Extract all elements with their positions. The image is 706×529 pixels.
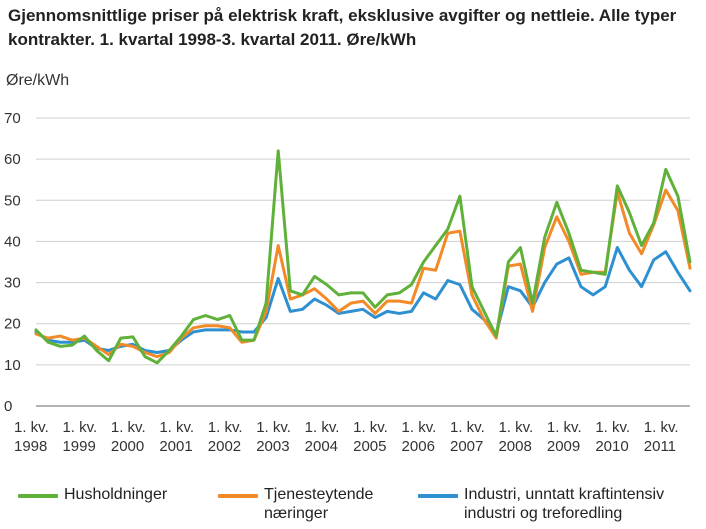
series-line-2 — [34, 246, 692, 355]
x-tick-label: 1. kv. 1998 — [14, 419, 49, 455]
legend-item: Industri, unntatt kraftintensiv industri… — [418, 485, 664, 523]
chart-legend: Husholdninger Tjenesteytende næringer Indu… — [18, 485, 706, 529]
x-tick-label: 1. kv. 2000 — [111, 419, 146, 455]
legend-swatch — [418, 494, 458, 498]
series-lines — [34, 149, 692, 365]
gridlines — [36, 117, 690, 407]
legend-label: Tjenesteytende næringer — [264, 486, 374, 522]
y-tick-label: 50 — [4, 192, 21, 209]
y-tick-label: 70 — [4, 110, 21, 127]
y-tick-label: 40 — [4, 233, 21, 250]
legend-swatch — [18, 494, 58, 498]
legend-label: Industri, unntatt kraftintensiv industri… — [464, 486, 665, 522]
x-tick-label: 1. kv. 2004 — [305, 419, 340, 455]
chart-title: Gjennomsnittlige priser på elektrisk kra… — [8, 6, 677, 49]
legend-label: Husholdninger — [64, 486, 168, 503]
x-tick-label: 1. kv. 2006 — [402, 419, 437, 455]
x-tick-label: 1. kv. 2007 — [450, 419, 485, 455]
y-tick-label: 20 — [4, 316, 21, 333]
legend-item: Husholdninger — [18, 485, 167, 504]
legend-swatch — [218, 494, 258, 498]
x-tick-label: 1. kv. 2008 — [498, 419, 533, 455]
x-tick-label: 1. kv. 2010 — [595, 419, 630, 455]
y-tick-label: 0 — [4, 398, 12, 415]
x-tick-label: 1. kv. 2002 — [208, 419, 243, 455]
legend-item: Tjenesteytende næringer — [218, 485, 373, 523]
series-line-0 — [34, 149, 692, 365]
y-axis-tick-labels: 0 10 20 30 40 50 60 70 — [4, 110, 21, 415]
x-tick-label: 1. kv. 2009 — [547, 419, 582, 455]
x-tick-label: 1. kv. 2003 — [256, 419, 291, 455]
x-axis-tick-labels: 1. kv. 1998 1. kv. 1999 1. kv. 2000 1. kv. 2001… — [14, 419, 679, 455]
series-line-1 — [34, 188, 692, 359]
x-tick-label: 1. kv. 2005 — [353, 419, 388, 455]
x-tick-label: 1. kv. 2001 — [159, 419, 194, 455]
y-tick-label: 30 — [4, 275, 21, 292]
y-tick-label: 10 — [4, 357, 21, 374]
y-axis-unit-label: Øre/kWh — [6, 72, 70, 89]
y-tick-label: 60 — [4, 151, 21, 168]
x-tick-label: 1. kv. 2011 — [644, 419, 679, 455]
x-tick-label: 1. kv. 1999 — [62, 419, 97, 455]
